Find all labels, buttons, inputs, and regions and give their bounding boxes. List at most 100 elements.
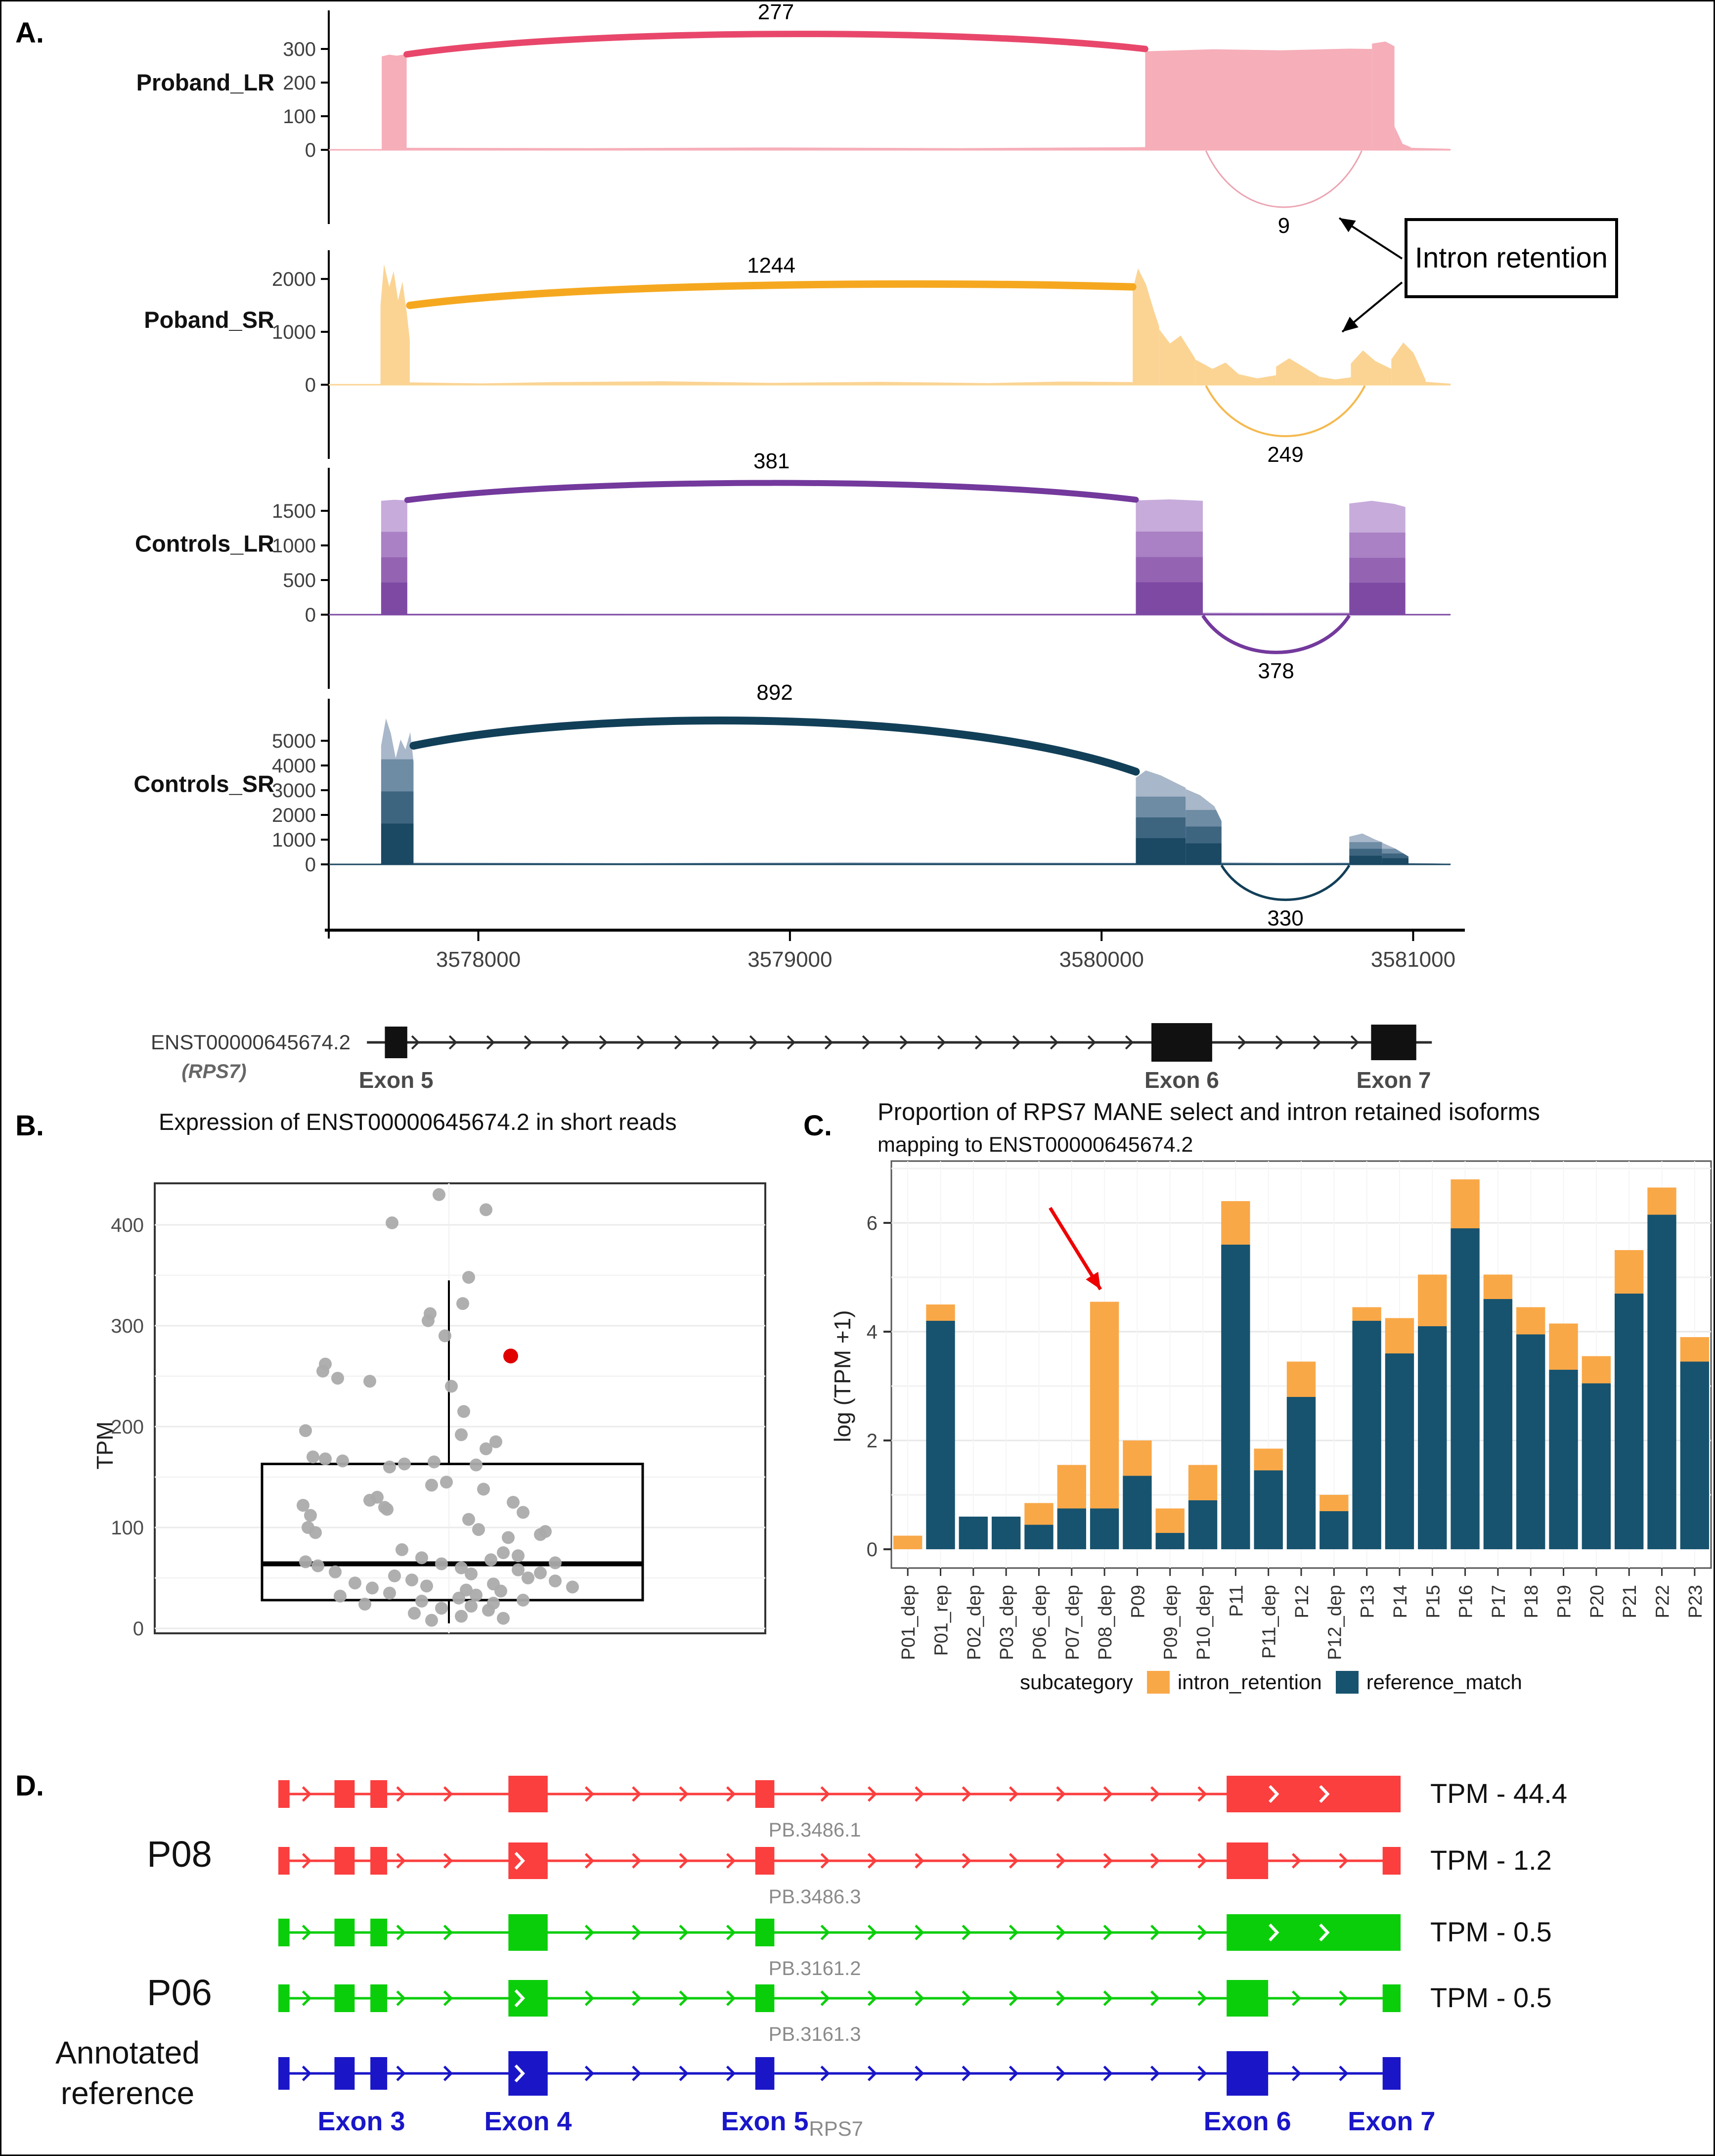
exon-e4 bbox=[508, 1776, 548, 1812]
jitter-point bbox=[307, 1450, 319, 1464]
exon-merged bbox=[1227, 1776, 1401, 1812]
jitter-point bbox=[452, 1591, 465, 1605]
jitter-point bbox=[456, 1297, 469, 1310]
exon-e3a bbox=[334, 1780, 355, 1808]
direction-chevron-icon bbox=[1339, 1990, 1349, 2006]
direction-chevron-icon bbox=[867, 2066, 878, 2081]
direction-chevron-icon bbox=[1103, 1925, 1113, 1940]
stacked-bar-P16 bbox=[1451, 1179, 1480, 1549]
exon-e4 bbox=[508, 1980, 548, 2017]
jitter-point bbox=[507, 1496, 520, 1509]
white-chevron-icon bbox=[1319, 1785, 1330, 1803]
direction-chevron-icon bbox=[962, 1925, 971, 1940]
isoform-id-label: PB.3486.3 bbox=[769, 1886, 861, 1908]
direction-chevron-icon bbox=[584, 1990, 595, 2006]
intron-retention-segment bbox=[1352, 1307, 1381, 1321]
intron-retention-segment bbox=[1385, 1318, 1414, 1353]
direction-chevron-icon bbox=[584, 1853, 595, 1869]
x-tick-label: P21 bbox=[1620, 1585, 1640, 1618]
sashimi-track-Controls_SR: 0 1000 2000 3000 4000 5000 Controls_SR 892 330 bbox=[133, 680, 1451, 939]
y-tick-label: 400 bbox=[111, 1214, 144, 1236]
reference-match-segment bbox=[1582, 1383, 1611, 1549]
jitter-point bbox=[465, 1600, 478, 1613]
exon-cap bbox=[278, 1847, 290, 1875]
direction-chevron-icon bbox=[1197, 1786, 1207, 1802]
direction-chevron-icon bbox=[632, 1925, 642, 1940]
coverage-area bbox=[381, 719, 414, 864]
exon-label: Exon 6 bbox=[1144, 1067, 1219, 1093]
jitter-point bbox=[512, 1563, 525, 1576]
jitter-point bbox=[334, 1589, 347, 1603]
arrowhead-icon bbox=[1339, 218, 1356, 232]
y-tick-label: 500 bbox=[283, 570, 316, 591]
direction-chevron-icon bbox=[1275, 1035, 1284, 1050]
intron-retention-segment bbox=[1090, 1302, 1119, 1509]
x-tick-label: P17 bbox=[1489, 1585, 1509, 1618]
jitter-point bbox=[388, 1569, 401, 1582]
exon-e7 bbox=[1382, 1847, 1401, 1875]
direction-chevron-icon bbox=[1009, 1990, 1019, 2006]
isoform-id-label: PB.3161.2 bbox=[769, 1958, 861, 1979]
exon-e5 bbox=[755, 2057, 775, 2090]
reference-match-segment bbox=[1188, 1500, 1218, 1549]
exon-e5 bbox=[755, 1984, 775, 2012]
coverage-area bbox=[1136, 499, 1203, 615]
direction-chevron-icon bbox=[1197, 2066, 1207, 2081]
y-tick-label: 0 bbox=[305, 374, 316, 396]
stacked-bar-P20 bbox=[1582, 1356, 1611, 1549]
x-tick-label: P11_dep bbox=[1259, 1585, 1280, 1659]
jitter-point bbox=[304, 1509, 317, 1522]
direction-chevron-icon bbox=[561, 1035, 571, 1050]
exon-e6 bbox=[1227, 2051, 1269, 2096]
stacked-bar-P01_dep bbox=[893, 1535, 923, 1549]
direction-chevron-icon bbox=[820, 2066, 830, 2081]
direction-chevron-icon bbox=[915, 1786, 924, 1802]
intron-retention-segment bbox=[1647, 1187, 1676, 1215]
y-tick-label: 1500 bbox=[272, 500, 316, 522]
direction-chevron-icon bbox=[524, 1035, 533, 1050]
jitter-point bbox=[386, 1216, 398, 1229]
exon-cap bbox=[278, 2057, 290, 2090]
jitter-point bbox=[457, 1405, 470, 1418]
jitter-point bbox=[299, 1555, 312, 1569]
coverage-area bbox=[1351, 350, 1392, 385]
junction-count: 892 bbox=[756, 680, 792, 705]
junction-count: 378 bbox=[1258, 659, 1294, 683]
exon-label: Exon 7 bbox=[1357, 1067, 1431, 1093]
exon-e3a bbox=[334, 2057, 355, 2090]
jitter-point bbox=[455, 1561, 468, 1574]
x-tick-label: P01_dep bbox=[898, 1585, 919, 1660]
jitter-point bbox=[512, 1549, 525, 1563]
stacked-bar-P09 bbox=[1123, 1440, 1152, 1549]
sashimi-plot: 0 100 200 300 Proband_LR 277 9 0 1000 2000 Poband_… bbox=[133, 1, 1465, 1093]
exon-e5 bbox=[755, 1780, 775, 1808]
sashimi-track-Poband_SR: 0 1000 2000 Poband_SR 1244 249 bbox=[144, 250, 1451, 467]
white-chevron-icon bbox=[1319, 1923, 1330, 1942]
intron-retention-segment bbox=[1024, 1503, 1054, 1525]
jitter-point bbox=[311, 1559, 324, 1572]
y-tick-label: 4 bbox=[867, 1321, 878, 1343]
coverage-area bbox=[1238, 374, 1276, 385]
direction-chevron-icon bbox=[915, 1853, 924, 1869]
direction-chevron-icon bbox=[679, 1990, 689, 2006]
y-tick-label: 1000 bbox=[272, 535, 316, 557]
jitter-point bbox=[494, 1584, 507, 1598]
x-tick-label: P23 bbox=[1685, 1585, 1706, 1618]
reference-match-segment bbox=[1123, 1476, 1152, 1549]
jitter-point bbox=[534, 1566, 547, 1579]
y-tick-label: 200 bbox=[283, 72, 316, 94]
stacked-bar-P10_dep bbox=[1188, 1465, 1218, 1549]
direction-chevron-icon bbox=[915, 1925, 924, 1940]
direction-chevron-icon bbox=[396, 2066, 406, 2081]
coverage-area bbox=[382, 54, 407, 150]
intron-retention-segment bbox=[1451, 1179, 1480, 1228]
x-tick-label: P22 bbox=[1653, 1585, 1673, 1618]
jitter-point bbox=[319, 1452, 332, 1466]
junction-arc-top bbox=[404, 480, 1139, 503]
exon-e6 bbox=[1227, 1980, 1269, 2017]
reference-match-segment bbox=[1451, 1228, 1480, 1549]
coverage-area bbox=[1349, 500, 1406, 615]
isoform-PB.3486.3 bbox=[278, 1842, 1401, 1879]
isoform-proportion-barchart: 0 2 4 6 log (TPM +1) P01_dep P01_rep P02_dep P03… bbox=[830, 1160, 1712, 1660]
direction-chevron-icon bbox=[867, 1925, 878, 1940]
